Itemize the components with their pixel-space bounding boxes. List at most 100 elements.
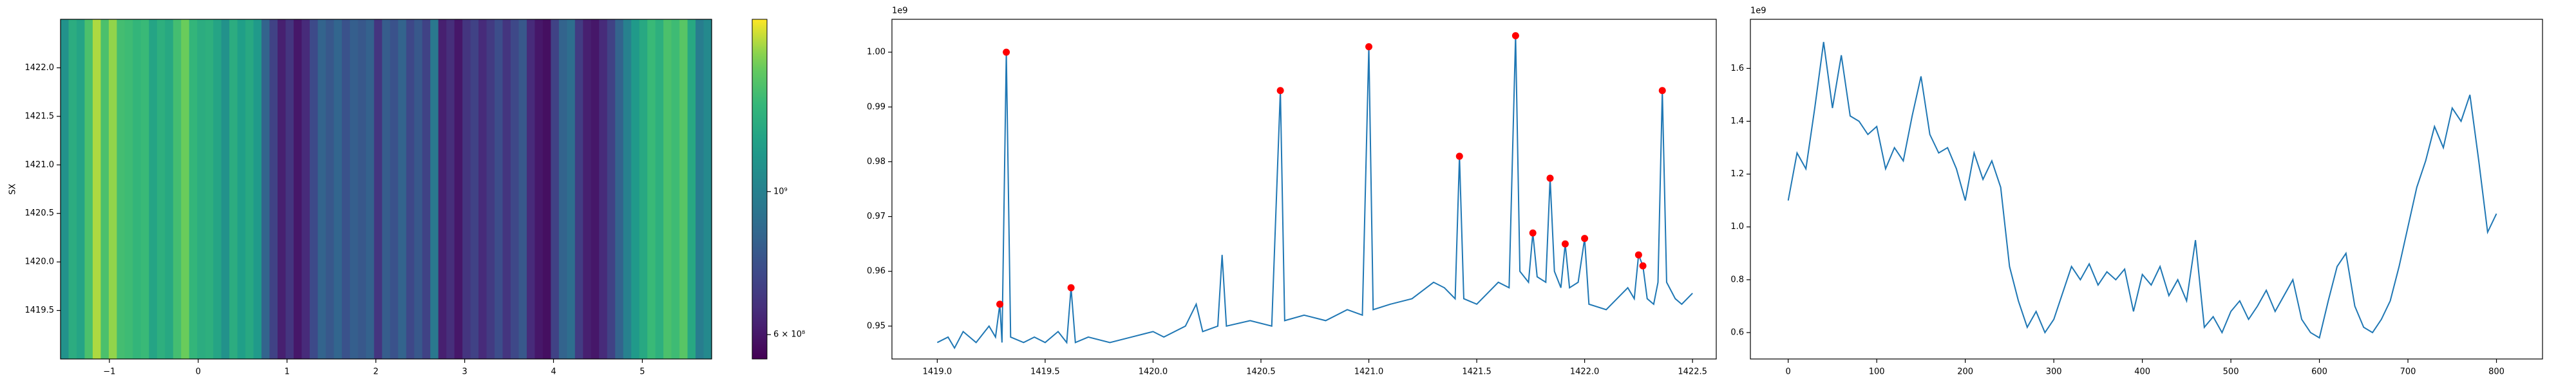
y-tick-label: 0.99	[867, 102, 886, 112]
heatmap-cell	[334, 19, 343, 359]
y-tick-label: 1421.0	[25, 160, 55, 170]
offset-label: 1e9	[892, 6, 908, 16]
peak-marker	[1067, 284, 1075, 291]
heatmap-cell	[390, 19, 399, 359]
heatmap-cell	[583, 19, 592, 359]
heatmap-cell	[253, 19, 262, 359]
heatmap-cell	[149, 19, 158, 359]
heatmap-cell	[567, 19, 576, 359]
y-tick-label: 1.0	[1730, 222, 1744, 232]
heatmap-cell	[382, 19, 391, 359]
x-tick-label: 1421.5	[1462, 367, 1492, 377]
heatmap-cell	[502, 19, 511, 359]
y-tick-label: 0.95	[867, 321, 886, 331]
colorbar-tick-label: 10⁹	[773, 187, 788, 196]
heatmap-cell	[438, 19, 447, 359]
heatmap-cell	[357, 19, 366, 359]
heatmap-cell	[366, 19, 375, 359]
peak-marker	[1581, 235, 1589, 243]
x-tick-label: 400	[2134, 367, 2150, 377]
y-tick-label: 1.6	[1730, 64, 1744, 73]
y-tick-label: 1.2	[1730, 169, 1744, 179]
heatmap-cell	[140, 19, 149, 359]
heatmap-cell	[309, 19, 319, 359]
y-tick-label: 0.6	[1730, 327, 1744, 337]
axes-frame	[1750, 19, 2543, 360]
heatmap-cell	[293, 19, 303, 359]
heatmap-cell	[278, 19, 287, 359]
heatmap-cell	[535, 19, 544, 359]
heatmap-cell	[221, 19, 230, 359]
heatmap-cell	[68, 19, 77, 359]
x-tick-label: 1419.0	[923, 367, 952, 377]
heatmap-cell	[100, 19, 109, 359]
heatmap-cell	[301, 19, 310, 359]
heatmap-cell	[574, 19, 583, 359]
heatmap-cell	[551, 19, 560, 359]
heatmap-cell	[462, 19, 471, 359]
x-tick-label: 1421.0	[1354, 367, 1384, 377]
peak-marker	[1561, 240, 1569, 248]
heatmap-cell	[189, 19, 198, 359]
peak-marker	[1639, 262, 1647, 270]
heatmap-cell	[631, 19, 640, 359]
heatmap-cell	[671, 19, 680, 359]
x-tick-label: 1420.0	[1139, 367, 1168, 377]
heatmap-cell	[229, 19, 238, 359]
x-tick-label: 500	[2223, 367, 2239, 377]
heatmap-cell	[213, 19, 222, 359]
y-tick-label: 0.8	[1730, 275, 1744, 284]
heatmap-cell	[510, 19, 520, 359]
heatmap-cell	[108, 19, 117, 359]
heatmap-cell	[655, 19, 664, 359]
heatmap-cell	[526, 19, 536, 359]
heatmap-cell	[76, 19, 86, 359]
heatmap-cell	[406, 19, 415, 359]
heatmap-cell	[518, 19, 527, 359]
heatmap-cell	[61, 19, 70, 359]
heatmap-cell	[173, 19, 182, 359]
heatmap-cell	[350, 19, 359, 359]
y-tick-label: 0.96	[867, 266, 886, 276]
y-axis-label: SX	[8, 183, 18, 194]
peak-marker	[1529, 229, 1537, 237]
y-tick-label: 1.4	[1730, 116, 1744, 126]
heatmap-cell	[446, 19, 455, 359]
heatmap-cell	[422, 19, 431, 359]
y-tick-label: 1.00	[867, 48, 886, 57]
y-tick-label: 1421.5	[25, 111, 55, 121]
heatmap-cell	[197, 19, 206, 359]
heatmap-cell	[398, 19, 407, 359]
line	[936, 35, 1693, 350]
heatmap-cell	[430, 19, 439, 359]
heatmap-cell	[478, 19, 488, 359]
x-tick-label: 4	[551, 367, 556, 377]
x-tick-label: 100	[1869, 367, 1885, 377]
axes-frame	[60, 19, 712, 360]
heatmap-cell	[165, 19, 174, 359]
heatmap-cell	[647, 19, 656, 359]
heatmap-cell	[317, 19, 327, 359]
peak-marker	[1634, 251, 1642, 259]
heatmap-cell	[414, 19, 423, 359]
peak-marker	[1546, 174, 1554, 182]
axes-frame	[891, 19, 1717, 360]
line	[1787, 42, 2497, 339]
heatmap-cell	[325, 19, 334, 359]
peak-marker	[1455, 152, 1463, 160]
x-tick-label: 1422.0	[1570, 367, 1600, 377]
heatmap-cell	[687, 19, 696, 359]
peak-marker	[1003, 48, 1010, 56]
heatmap-cell	[84, 19, 93, 359]
heatmap-cell	[495, 19, 504, 359]
heatmap-cell	[486, 19, 495, 359]
heatmap-cell	[470, 19, 479, 359]
x-tick-label: 1419.5	[1030, 367, 1060, 377]
heatmap-cell	[454, 19, 463, 359]
heatmap-cell	[245, 19, 254, 359]
x-tick-label: 2	[373, 367, 378, 377]
heatmap-cell	[591, 19, 600, 359]
x-tick-label: 1	[285, 367, 290, 377]
x-tick-label: 0	[1786, 367, 1791, 377]
